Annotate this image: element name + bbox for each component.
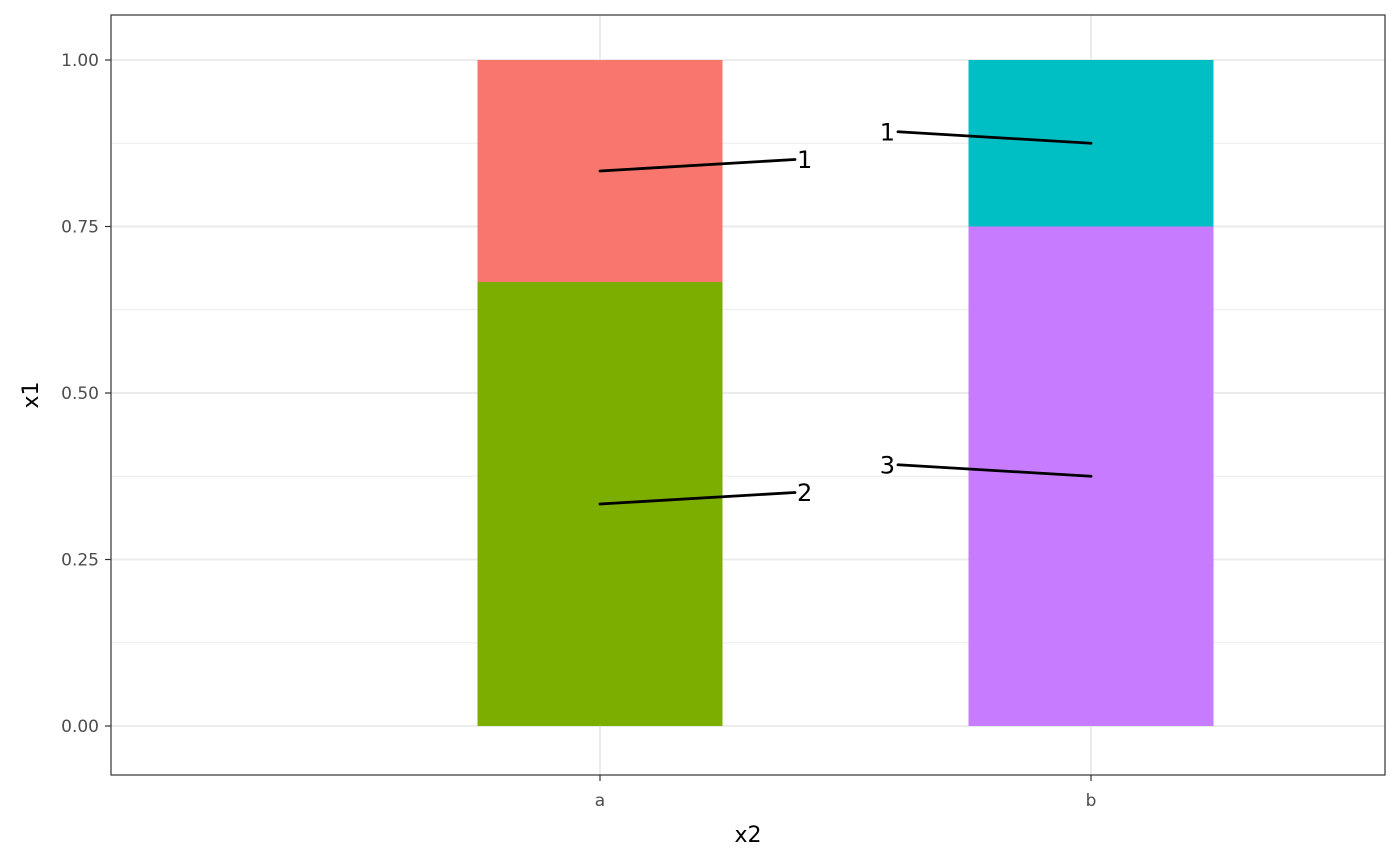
- x-axis-title: x2: [734, 823, 761, 848]
- segment-label: 1: [880, 118, 895, 146]
- label-connector-line: [598, 491, 797, 506]
- label-connector-line: [896, 463, 1093, 478]
- y-tick-label: 0.25: [61, 551, 99, 571]
- y-axis: 0.00 0.25 0.50 0.75 1.00: [61, 51, 111, 737]
- label-connector-line: [598, 158, 797, 173]
- segment-label: 3: [880, 451, 895, 479]
- panel-border: [110, 14, 1386, 776]
- segment-label: 1: [797, 146, 812, 174]
- y-tick-label: 0.75: [61, 218, 99, 238]
- x-tick-label: a: [595, 791, 605, 811]
- segment-labels: 2 1 3 1: [598, 118, 1093, 507]
- y-axis-title: x1: [19, 381, 44, 408]
- y-tick-label: 0.00: [61, 717, 99, 737]
- y-tick-label: 0.50: [61, 384, 99, 404]
- x-tick-label: b: [1086, 791, 1097, 811]
- label-connector-line: [896, 130, 1093, 145]
- segment-label: 2: [797, 479, 812, 507]
- y-tick-label: 1.00: [61, 51, 99, 71]
